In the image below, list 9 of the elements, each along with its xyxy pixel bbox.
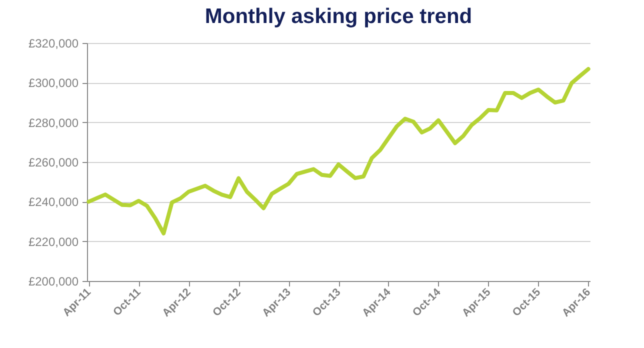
y-tick-label: £300,000 [28, 76, 79, 90]
y-tick-label: £220,000 [28, 234, 79, 249]
line-series [86, 66, 590, 236]
y-tick-label: £200,000 [28, 274, 79, 288]
chart-title: Monthly asking price trend [204, 5, 472, 28]
y-tick-label: £240,000 [28, 195, 79, 210]
y-tick-label: £280,000 [28, 116, 79, 130]
y-tick-label: £320,000 [28, 36, 79, 50]
y-tick-label: £260,000 [28, 156, 79, 170]
